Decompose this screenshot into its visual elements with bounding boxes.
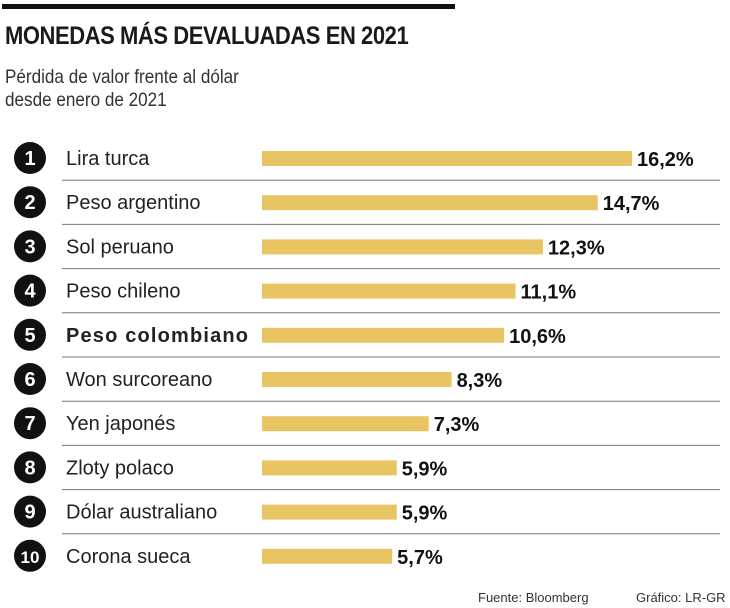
- value-label: 16,2%: [637, 149, 694, 171]
- category-label: Lira turca: [66, 148, 150, 170]
- subtitle-line-2: desde enero de 2021: [5, 90, 167, 111]
- category-label: Won surcoreano: [66, 369, 212, 391]
- rank-number: 3: [24, 236, 35, 258]
- bar: [262, 195, 598, 211]
- bar: [262, 327, 505, 343]
- rank-badge: [14, 186, 46, 219]
- rank-number: 8: [24, 457, 35, 479]
- value-label: 7,3%: [434, 414, 480, 436]
- category-label: Peso colombiano: [66, 325, 248, 347]
- rank-number: 9: [24, 502, 35, 524]
- value-label: 12,3%: [548, 237, 605, 259]
- rank-number: 4: [24, 281, 36, 303]
- category-label: Peso argentino: [66, 192, 201, 214]
- value-label: 10,6%: [509, 326, 566, 348]
- value-label: 11,1%: [521, 282, 577, 304]
- rank-number: 7: [24, 413, 35, 435]
- bar: [262, 283, 516, 299]
- rank-badge: [14, 318, 46, 351]
- value-label: 14,7%: [603, 193, 660, 215]
- credit-note: Gráfico: LR-GR: [636, 590, 726, 605]
- rank-number: 1: [24, 148, 35, 170]
- chart-subtitle: Pérdida de valor frente al dólar desde e…: [5, 66, 239, 112]
- bar: [262, 460, 397, 476]
- rank-badge: [14, 407, 46, 440]
- value-label: 5,9%: [402, 503, 448, 525]
- rank-badge: [14, 363, 46, 395]
- category-label: Sol peruano: [66, 236, 174, 258]
- rank-badge: [14, 142, 46, 174]
- bar: [262, 151, 632, 166]
- category-label: Yen japonés: [66, 413, 175, 435]
- rank-badge: [14, 230, 46, 263]
- value-label: 5,7%: [397, 547, 443, 569]
- category-label: Zloty polaco: [66, 457, 174, 479]
- rank-number: 6: [24, 369, 35, 391]
- rank-number: 10: [21, 548, 40, 567]
- source-note: Fuente: Bloomberg: [478, 590, 589, 605]
- bar: [262, 372, 452, 387]
- category-label: Peso chileno: [66, 281, 181, 303]
- rank-number: 2: [24, 192, 35, 214]
- bar: [262, 504, 397, 520]
- title-rule: [2, 4, 455, 9]
- value-label: 8,3%: [457, 370, 503, 392]
- subtitle-line-1: Pérdida de valor frente al dólar: [5, 67, 239, 88]
- value-label: 5,9%: [402, 458, 448, 480]
- bar: [262, 416, 429, 432]
- category-label: Corona sueca: [66, 546, 191, 568]
- rank-badge: [14, 274, 46, 307]
- category-label: Dólar australiano: [66, 502, 217, 524]
- bar: [262, 548, 393, 564]
- rank-badge: [14, 451, 46, 484]
- rank-badge: [14, 539, 46, 572]
- rank-badge: [14, 495, 46, 528]
- chart-title: MONEDAS MÁS DEVALUADAS EN 2021: [5, 22, 409, 50]
- rank-number: 5: [24, 325, 35, 347]
- bar: [262, 239, 543, 255]
